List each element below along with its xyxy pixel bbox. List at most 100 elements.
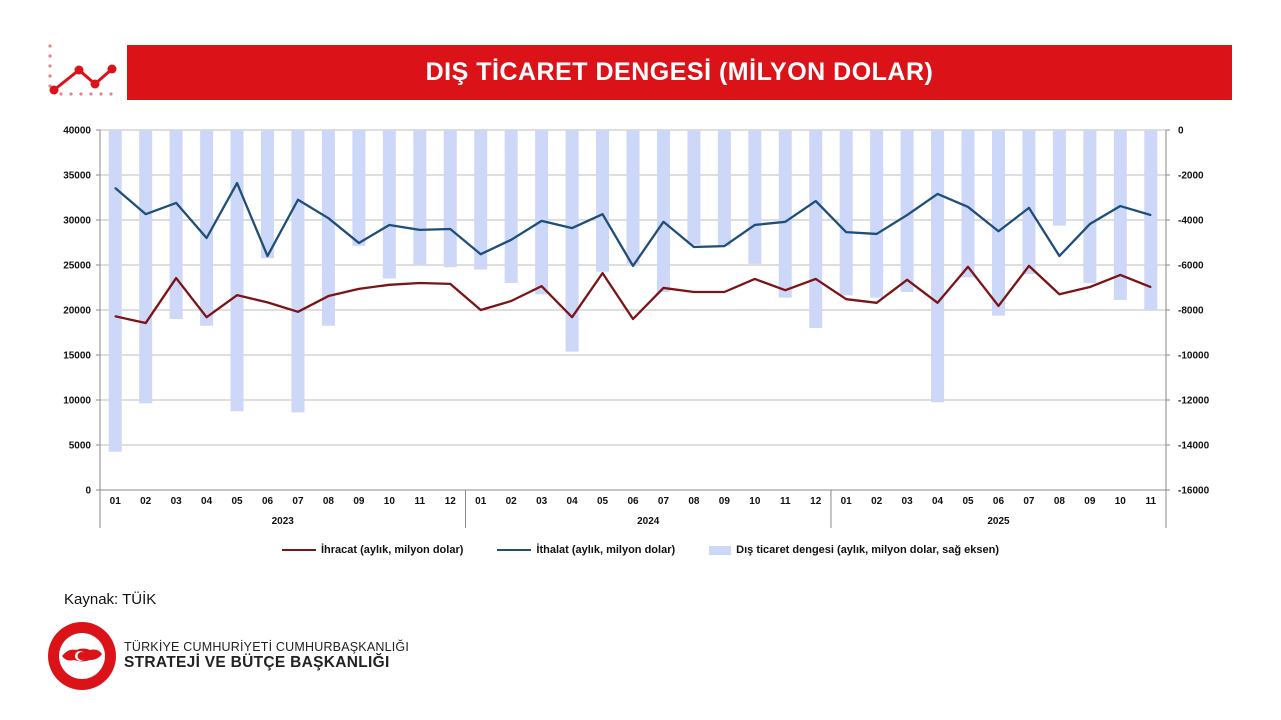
y-left-tick-label: 0	[85, 486, 91, 497]
imports-point	[540, 220, 543, 222]
org-line-1: TÜRKİYE CUMHURİYETİ CUMHURBAŞKANLIĞI	[124, 640, 410, 654]
exports-point	[540, 285, 543, 287]
exports-point	[997, 305, 1000, 307]
imports-point	[479, 253, 482, 255]
legend-swatch	[709, 545, 732, 555]
imports-point	[266, 255, 269, 257]
exports-point	[388, 284, 391, 286]
exports-point	[601, 272, 604, 274]
balance-bar	[687, 130, 701, 245]
page-title: DIŞ TİCARET DENGESİ (MİLYON DOLAR)	[425, 58, 934, 86]
balance-bar	[1052, 130, 1066, 226]
x-tick-label: 08	[688, 496, 700, 507]
x-tick-label: 04	[567, 496, 579, 507]
legend-swatch	[281, 548, 316, 552]
imports-point	[723, 245, 726, 247]
imports-point	[967, 206, 969, 208]
y-left-tick-label: 40000	[63, 126, 91, 137]
y-right-tick-label: -14000	[1178, 441, 1210, 452]
x-tick-label: 02	[506, 496, 518, 507]
trend-chart-icon	[48, 44, 117, 96]
y-right-tick-label: -2000	[1178, 171, 1204, 182]
x-tick-label: 04	[932, 496, 944, 507]
exports-point	[906, 279, 908, 281]
exports-point	[784, 289, 787, 292]
x-tick-label: 04	[201, 496, 213, 507]
balance-bar	[656, 130, 670, 292]
y-left-tick-label: 20000	[63, 306, 91, 317]
exports-point	[723, 291, 726, 293]
balance-bar	[717, 130, 731, 246]
y-left-tick-label: 35000	[63, 171, 91, 182]
exports-point	[1149, 286, 1152, 288]
imports-point	[144, 213, 147, 215]
legend-label: İthalat (aylık, milyon dolar)	[536, 544, 676, 556]
balance-bar	[169, 130, 183, 319]
exports-point	[875, 302, 878, 304]
balance-bar	[108, 130, 122, 452]
exports-point	[1058, 293, 1061, 296]
exports-point	[754, 278, 756, 280]
y-right-tick-label: 0	[1178, 126, 1184, 137]
y-left-tick-label: 30000	[63, 216, 91, 227]
legend-label: İhracat (aylık, milyon dolar)	[320, 544, 464, 556]
x-tick-label: 11	[1145, 496, 1156, 507]
imports-point	[1149, 214, 1152, 216]
x-tick-label: 08	[1054, 496, 1066, 507]
balance-bar	[535, 130, 549, 295]
exports-point	[449, 283, 452, 285]
balance-bar	[931, 130, 945, 403]
balance-bar	[596, 130, 610, 272]
imports-point	[693, 246, 695, 248]
x-tick-label: 10	[384, 496, 396, 507]
balance-bar	[413, 130, 427, 265]
x-tick-label: 12	[445, 496, 457, 507]
legend-label: Dış ticaret dengesi (aylık, milyon dolar…	[736, 544, 1000, 556]
exports-point	[205, 316, 208, 319]
exports-point	[236, 294, 238, 296]
x-tick-label: 03	[536, 496, 548, 507]
imports-point	[906, 214, 908, 216]
y-right-tick-label: -10000	[1178, 351, 1210, 362]
x-tick-label: 09	[1084, 496, 1096, 507]
x-tick-label: 05	[597, 496, 609, 507]
legend-item-balance: Dış ticaret dengesi (aylık, milyon dolar…	[709, 544, 999, 556]
exports-point	[1028, 265, 1030, 267]
imports-point	[388, 224, 391, 226]
balance-bar	[809, 130, 823, 328]
chart-legend: İhracat (aylık, milyon dolar) İthalat (a…	[0, 544, 1281, 556]
balance-bar	[870, 130, 884, 298]
x-tick-label: 01	[841, 496, 853, 507]
imports-point	[205, 237, 208, 239]
x-tick-label: 07	[1023, 496, 1035, 507]
imports-point	[1058, 255, 1061, 257]
balance-bar	[200, 130, 214, 326]
x-tick-label: 11	[415, 496, 426, 507]
x-tick-label: 11	[780, 496, 791, 507]
legend-item-exports: İhracat (aylık, milyon dolar)	[281, 544, 464, 556]
balance-bar	[748, 130, 762, 264]
exports-point	[479, 309, 482, 311]
x-tick-label: 05	[962, 496, 974, 507]
exports-point	[967, 266, 969, 268]
balance-bar	[230, 130, 244, 412]
x-tick-label: 12	[810, 496, 822, 507]
balance-bar	[352, 130, 366, 246]
balance-bar	[1022, 130, 1036, 274]
imports-point	[114, 187, 117, 189]
exports-point	[1089, 286, 1091, 288]
balance-bar	[474, 130, 488, 270]
balance-bar	[1113, 130, 1127, 300]
x-tick-label: 10	[1115, 496, 1127, 507]
imports-point	[327, 217, 330, 219]
year-label: 2024	[637, 516, 660, 527]
exports-point	[419, 282, 421, 284]
trade-balance-chart: 0 5000 10000 15000 20000 25000 30000 35000 40000…	[63, 126, 1210, 528]
imports-point	[601, 213, 604, 215]
exports-point	[510, 300, 512, 302]
exports-point	[571, 316, 573, 319]
y-right-tick-label: -8000	[1178, 306, 1204, 317]
imports-point	[632, 265, 634, 267]
balance-bar	[291, 130, 305, 413]
y-right-tick-label: -4000	[1178, 216, 1204, 227]
